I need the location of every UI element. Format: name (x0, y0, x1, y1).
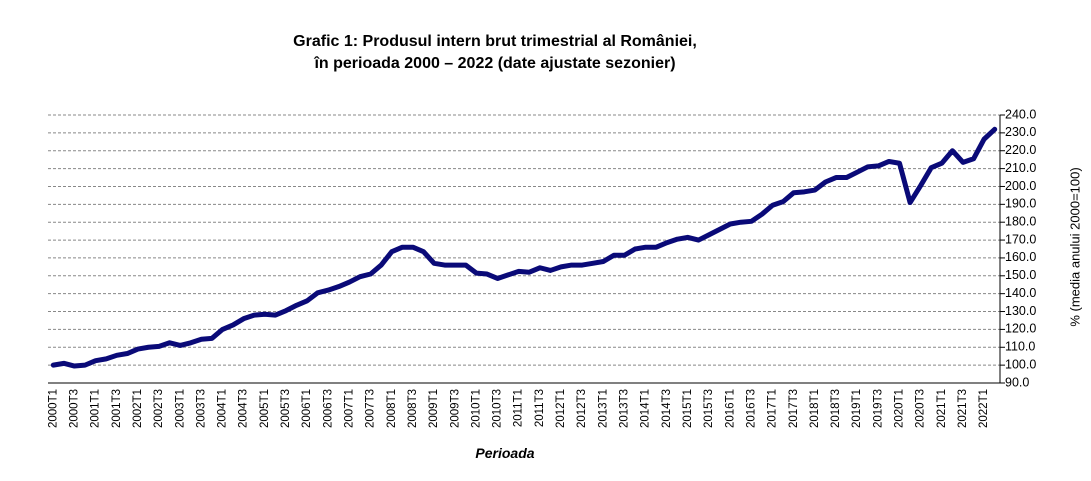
y-tick-label: 90.0 (1005, 375, 1029, 389)
x-tick-label: 2014T1 (640, 389, 652, 428)
x-tick-label: 2011T1 (513, 389, 525, 427)
y-tick-label: 170.0 (1005, 232, 1036, 246)
data-line (50, 126, 998, 369)
x-tick-label: 2020T3 (915, 389, 927, 428)
x-tick-label: 2008T3 (407, 389, 419, 428)
chart-title: în perioada 2000 – 2022 (date ajustate s… (313, 55, 675, 72)
chart-title: Grafic 1: Produsul intern brut trimestri… (293, 33, 697, 50)
x-tick-label: 2018T1 (809, 389, 821, 428)
y-tick-label: 220.0 (1005, 143, 1036, 157)
y-tick-label: 240.0 (1005, 107, 1036, 121)
x-tick-label: 2013T1 (597, 389, 609, 428)
x-tick-label: 2007T1 (343, 389, 355, 428)
y-tick-label: 140.0 (1005, 286, 1036, 300)
y-tick-label: 200.0 (1005, 179, 1036, 193)
y-tick-label: 230.0 (1005, 125, 1036, 139)
x-tick-label: 2003T1 (174, 389, 186, 428)
x-tick-label: 2017T3 (788, 389, 800, 428)
y-tick-label: 180.0 (1005, 214, 1036, 228)
x-tick-label: 2011T3 (534, 389, 546, 427)
x-tick-label: 2017T1 (767, 389, 779, 428)
y-tick-label: 120.0 (1005, 322, 1036, 336)
x-tick-label: 2005T1 (259, 389, 271, 428)
y-tick-label: 100.0 (1005, 357, 1036, 371)
x-tick-label: 2015T3 (703, 389, 715, 428)
x-tick-label: 2013T3 (619, 389, 631, 428)
x-tick-label: 2000T1 (47, 389, 59, 428)
y-tick-label: 110.0 (1005, 340, 1035, 354)
x-tick-label: 2004T1 (217, 389, 229, 428)
x-tick-label: 2020T1 (894, 389, 906, 428)
x-tick-label: 2007T3 (365, 389, 377, 428)
x-tick-label: 2001T1 (90, 389, 102, 428)
x-tick-label: 2009T1 (428, 389, 440, 428)
x-tick-label: 2022T1 (978, 389, 990, 428)
x-tick-label: 2019T1 (851, 389, 863, 428)
x-tick-label: 2002T3 (153, 389, 165, 428)
y-tick-label: 190.0 (1005, 197, 1036, 211)
x-tick-label: 2014T3 (661, 389, 673, 428)
x-tick-label: 2002T1 (132, 389, 144, 428)
x-tick-label: 2021T3 (957, 389, 969, 428)
x-tick-label: 2008T1 (386, 389, 398, 428)
y-tick-label: 160.0 (1005, 250, 1036, 264)
x-tick-label: 2021T1 (936, 389, 948, 428)
x-tick-label: 2010T3 (492, 389, 504, 428)
x-tick-label: 2006T3 (322, 389, 334, 428)
x-tick-label: 2019T3 (872, 389, 884, 428)
x-tick-label: 2001T3 (111, 389, 123, 428)
x-tick-label: 2009T3 (449, 389, 461, 428)
y-axis-title: % (media anului 2000=100) (1067, 167, 1082, 326)
x-tick-label: 2000T3 (68, 389, 80, 428)
x-tick-label: 2016T1 (724, 389, 736, 428)
x-tick-label: 2005T3 (280, 389, 292, 428)
x-tick-label: 2010T1 (470, 389, 482, 428)
x-tick-label: 2016T3 (745, 389, 757, 428)
y-tick-label: 130.0 (1005, 304, 1036, 318)
x-tick-label: 2015T1 (682, 389, 694, 428)
x-tick-label: 2003T3 (195, 389, 207, 428)
y-tick-label: 150.0 (1005, 268, 1036, 282)
x-tick-label: 2012T3 (576, 389, 588, 428)
x-axis-title: Perioada (475, 445, 534, 461)
y-tick-label: 210.0 (1005, 161, 1036, 175)
x-tick-label: 2012T1 (555, 389, 567, 428)
x-tick-label: 2006T1 (301, 389, 313, 428)
x-tick-label: 2018T3 (830, 389, 842, 428)
x-tick-label: 2004T3 (238, 389, 250, 428)
